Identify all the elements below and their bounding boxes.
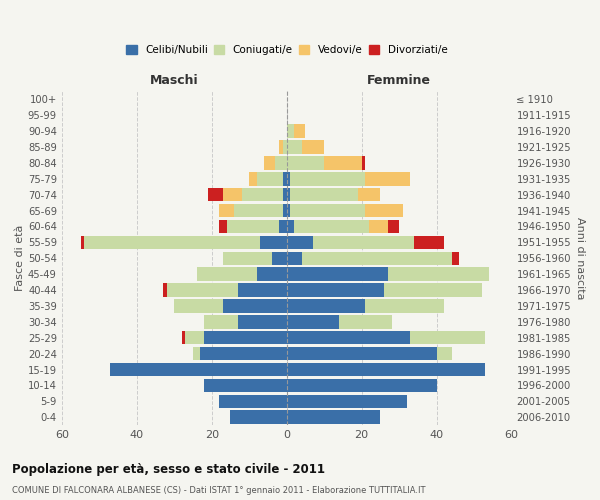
Bar (287, 188, 290, 202)
Bar (287, 410, 380, 424)
Text: Maschi: Maschi (150, 74, 199, 86)
Bar (287, 363, 485, 376)
Bar (287, 172, 290, 186)
Bar (163, 284, 167, 297)
Bar (110, 363, 287, 376)
Bar (257, 268, 287, 281)
Bar (185, 331, 204, 344)
Y-axis label: Anni di nascita: Anni di nascita (575, 217, 585, 300)
Bar (204, 315, 238, 328)
Bar (287, 284, 384, 297)
Bar (223, 252, 272, 265)
Bar (287, 236, 313, 249)
Bar (219, 220, 227, 233)
Bar (249, 172, 257, 186)
Bar (365, 204, 403, 218)
Bar (324, 156, 362, 170)
Text: Popolazione per età, sesso e stato civile - 2011: Popolazione per età, sesso e stato civil… (12, 462, 325, 475)
Bar (287, 124, 294, 138)
Bar (287, 394, 407, 408)
Bar (287, 252, 302, 265)
Bar (219, 204, 234, 218)
Bar (437, 347, 452, 360)
Bar (452, 252, 459, 265)
Bar (287, 299, 365, 312)
Bar (339, 315, 392, 328)
Bar (313, 236, 414, 249)
Bar (283, 172, 287, 186)
Bar (223, 299, 287, 312)
Bar (238, 315, 287, 328)
Y-axis label: Fasce di età: Fasce di età (15, 225, 25, 292)
Text: COMUNE DI FALCONARA ALBANESE (CS) - Dati ISTAT 1° gennaio 2011 - Elaborazione TU: COMUNE DI FALCONARA ALBANESE (CS) - Dati… (12, 486, 425, 495)
Bar (362, 156, 365, 170)
Bar (294, 124, 305, 138)
Bar (283, 140, 287, 154)
Bar (204, 378, 287, 392)
Text: Femmine: Femmine (367, 74, 431, 86)
Bar (287, 220, 294, 233)
Bar (257, 172, 283, 186)
Bar (219, 394, 287, 408)
Bar (287, 315, 339, 328)
Bar (275, 156, 287, 170)
Bar (80, 236, 84, 249)
Bar (234, 204, 283, 218)
Bar (290, 204, 365, 218)
Bar (193, 347, 200, 360)
Bar (287, 204, 290, 218)
Bar (358, 188, 380, 202)
Bar (242, 188, 283, 202)
Bar (287, 347, 437, 360)
Bar (279, 220, 287, 233)
Bar (294, 220, 369, 233)
Bar (223, 188, 242, 202)
Bar (302, 252, 452, 265)
Bar (287, 268, 388, 281)
Bar (302, 140, 324, 154)
Bar (414, 236, 444, 249)
Bar (208, 188, 223, 202)
Bar (227, 220, 279, 233)
Bar (287, 331, 410, 344)
Bar (230, 410, 287, 424)
Bar (279, 140, 283, 154)
Bar (287, 140, 302, 154)
Bar (174, 299, 223, 312)
Bar (238, 284, 287, 297)
Bar (182, 331, 185, 344)
Bar (200, 347, 287, 360)
Bar (290, 172, 365, 186)
Bar (204, 331, 287, 344)
Bar (272, 252, 287, 265)
Bar (290, 188, 358, 202)
Bar (369, 220, 388, 233)
Bar (283, 204, 287, 218)
Bar (388, 268, 489, 281)
Legend: Celibi/Nubili, Coniugati/e, Vedovi/e, Divorziati/e: Celibi/Nubili, Coniugati/e, Vedovi/e, Di… (124, 43, 449, 58)
Bar (384, 284, 482, 297)
Bar (283, 188, 287, 202)
Bar (287, 378, 437, 392)
Bar (287, 156, 324, 170)
Bar (365, 299, 444, 312)
Bar (365, 172, 410, 186)
Bar (264, 156, 275, 170)
Bar (388, 220, 399, 233)
Bar (410, 331, 485, 344)
Bar (167, 284, 238, 297)
Bar (260, 236, 287, 249)
Bar (84, 236, 260, 249)
Bar (197, 268, 257, 281)
